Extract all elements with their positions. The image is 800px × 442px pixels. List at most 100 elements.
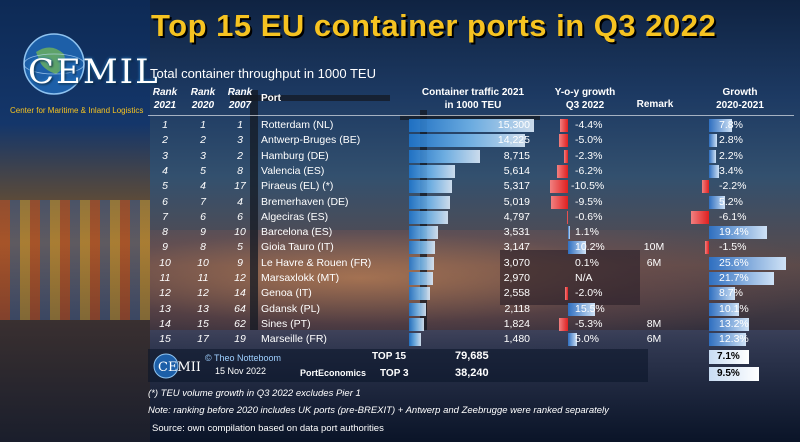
traffic-bar xyxy=(409,241,435,255)
port-name-cell: Hamburg (DE) xyxy=(261,149,329,162)
rank-2007-cell: 3 xyxy=(237,134,243,147)
rank-2020-cell: 12 xyxy=(197,287,209,300)
traffic-value-cell: 2,970 xyxy=(503,272,530,284)
rank-2020-cell: 9 xyxy=(200,226,206,239)
table-row: 15 17 19 Marseille (FR) 1,480 5.0% 6M 12.3% xyxy=(0,332,800,347)
rank-2007-cell: 62 xyxy=(234,317,246,330)
header-yoy-growth-line2: Q3 2022 xyxy=(565,100,605,111)
table-row: 13 13 64 Gdansk (PL) 2,118 15.5% 10.1% xyxy=(0,302,800,317)
rank-2021-cell: 1 xyxy=(162,119,168,131)
growth-2020-2021-bar xyxy=(709,302,740,316)
traffic-bar xyxy=(409,164,455,178)
chart-subtitle: Total container throughput in 1000 TEU xyxy=(150,66,376,81)
growth-2020-2021-value-cell: 2.2% xyxy=(719,149,743,162)
rank-2021-cell: 2 xyxy=(162,134,168,147)
rank-2021-cell: 15 xyxy=(159,333,171,346)
table-row: 6 7 4 Bremerhaven (DE) 5,019 -9.5% 5.2% xyxy=(0,195,800,210)
rank-2021-cell: 10 xyxy=(159,256,171,269)
logo-subtitle: Center for Maritime & Inland Logistics xyxy=(10,106,144,115)
yoy-growth-bar xyxy=(568,226,570,240)
totals-top15-growth: 7.1% xyxy=(717,351,740,362)
header-container-traffic: Container traffic 2021 in 1000 TEU xyxy=(408,86,538,112)
yoy-growth-value-cell: N/A xyxy=(575,272,593,284)
rank-2021-cell: 9 xyxy=(162,241,168,254)
rank-2007-cell: 14 xyxy=(234,287,246,300)
header-rank-2021-line2: 2021 xyxy=(153,100,177,111)
port-name-cell: Bremerhaven (DE) xyxy=(261,195,349,208)
yoy-growth-value-cell: -5.3% xyxy=(575,317,603,330)
header-remark: Remark xyxy=(636,99,674,110)
header-rank-2020: Rank 2020 xyxy=(186,86,220,112)
growth-2020-2021-value-cell: 25.6% xyxy=(719,256,749,269)
rank-2020-cell: 2 xyxy=(200,134,206,147)
background-crane xyxy=(250,90,258,330)
background-ship-hull xyxy=(500,250,640,305)
header-yoy-growth: Y-o-y growth Q3 2022 xyxy=(545,86,625,112)
growth-2020-2021-value-cell: -6.1% xyxy=(719,210,747,223)
rank-2007-cell: 1 xyxy=(237,119,243,131)
port-name-cell: Gdansk (PL) xyxy=(261,302,320,315)
rank-2021-cell: 3 xyxy=(162,149,168,162)
traffic-value-cell: 8,715 xyxy=(503,149,530,162)
cemil-logo: CEMIL Center for Maritime & Inland Logis… xyxy=(6,12,158,122)
remark-cell: 6M xyxy=(646,256,662,269)
traffic-value-cell: 1,480 xyxy=(503,333,530,346)
yoy-growth-value-cell: 0.1% xyxy=(575,256,599,269)
totals-band xyxy=(148,349,648,382)
port-name-cell: Gioia Tauro (IT) xyxy=(261,241,334,254)
growth-2020-2021-value-cell: -1.5% xyxy=(719,241,747,254)
yoy-growth-value-cell: -6.2% xyxy=(575,164,603,177)
rank-2020-cell: 3 xyxy=(200,149,206,162)
growth-2020-2021-bar xyxy=(704,241,709,255)
table-row: 2 2 3 Antwerp-Bruges (BE) 14,225 -5.0% 2.8% xyxy=(0,133,800,148)
header-growth-line1: Growth xyxy=(722,87,758,98)
yoy-growth-value-cell: -2.3% xyxy=(575,149,603,162)
growth-2020-2021-bar xyxy=(709,164,720,178)
header-rank-2020-line2: 2020 xyxy=(191,100,215,111)
port-name-cell: Marseille (FR) xyxy=(261,333,327,346)
table-row: 9 8 5 Gioia Tauro (IT) 3,147 10.2% 10M -1.5% xyxy=(0,240,800,255)
growth-2020-2021-value-cell: 21.7% xyxy=(719,272,749,284)
background-crane xyxy=(400,115,540,120)
growth-2020-2021-value-cell: 13.2% xyxy=(719,317,749,330)
yoy-growth-value-cell: 5.0% xyxy=(575,333,599,346)
rank-2021-cell: 13 xyxy=(159,302,171,315)
table-row: 3 3 2 Hamburg (DE) 8,715 -2.3% 2.2% xyxy=(0,149,800,164)
growth-2020-2021-value-cell: 10.1% xyxy=(719,302,749,315)
rank-2007-cell: 6 xyxy=(237,210,243,223)
growth-2020-2021-bar xyxy=(709,272,775,285)
header-growth-line2: 2020-2021 xyxy=(716,100,764,111)
rank-2007-cell: 9 xyxy=(237,256,243,269)
globe-icon xyxy=(23,33,85,95)
yoy-growth-bar xyxy=(560,119,568,132)
growth-2020-2021-value-cell: 2.8% xyxy=(719,134,743,147)
yoy-growth-value-cell: -5.0% xyxy=(575,134,603,147)
table-row: 4 5 8 Valencia (ES) 5,614 -6.2% 3.4% xyxy=(0,164,800,179)
yoy-growth-bar xyxy=(568,241,586,255)
growth-2020-2021-bar xyxy=(709,195,725,209)
growth-2020-2021-bar xyxy=(709,149,716,163)
traffic-value-cell: 5,317 xyxy=(503,180,530,193)
growth-2020-2021-value-cell: 12.3% xyxy=(719,333,749,346)
rank-2020-cell: 13 xyxy=(197,302,209,315)
header-yoy-growth-line1: Y-o-y growth xyxy=(554,87,616,98)
growth-2020-2021-value-cell: 7.8% xyxy=(719,119,743,131)
traffic-bar xyxy=(409,134,526,148)
rank-2020-cell: 5 xyxy=(200,164,206,177)
rank-2021-cell: 11 xyxy=(159,272,171,284)
traffic-value-cell: 5,019 xyxy=(503,195,530,208)
growth-2020-2021-value-cell: 19.4% xyxy=(719,226,749,239)
totals-top3-growth: 9.5% xyxy=(717,368,740,379)
traffic-bar xyxy=(409,302,427,316)
rank-2021-cell: 4 xyxy=(162,164,168,177)
traffic-bar xyxy=(409,149,481,163)
cemil-small-logo: CEMIL xyxy=(153,353,200,379)
footnote-ranking: Note: ranking before 2020 includes UK po… xyxy=(148,405,609,416)
traffic-bar xyxy=(409,272,434,285)
growth-2020-2021-bar xyxy=(709,119,733,132)
totals-top15-traffic: 79,685 xyxy=(455,350,489,362)
rank-2020-cell: 15 xyxy=(197,317,209,330)
rank-2021-cell: 8 xyxy=(162,226,168,239)
rank-2020-cell: 8 xyxy=(200,241,206,254)
rank-2007-cell: 8 xyxy=(237,164,243,177)
